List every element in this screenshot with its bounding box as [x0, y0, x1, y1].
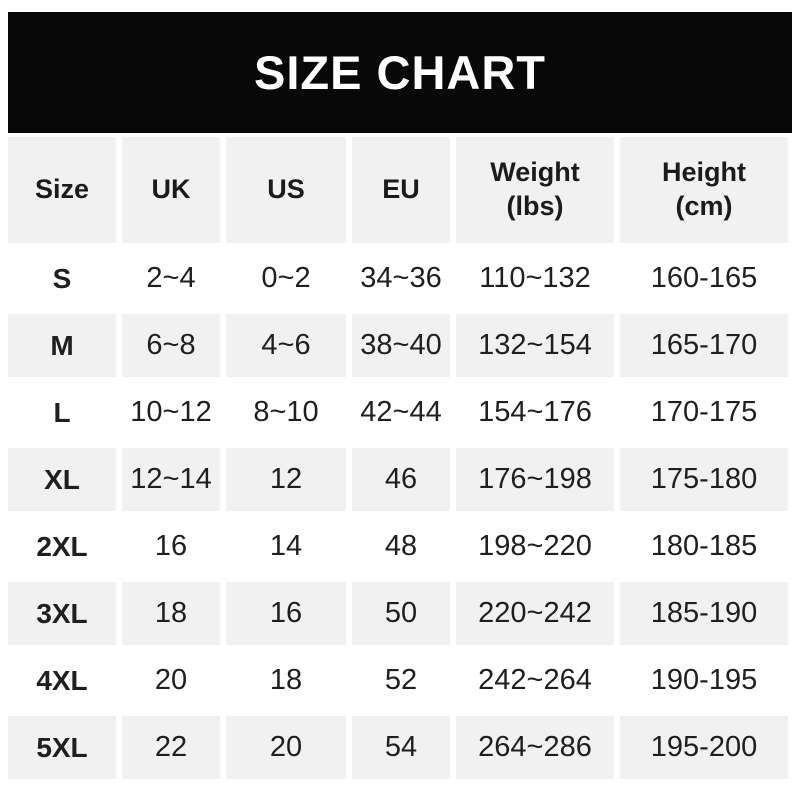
table-cell: 180-185: [620, 515, 788, 578]
table-cell: 42~44: [352, 381, 450, 444]
row-label: XL: [8, 448, 116, 511]
table-cell: 16: [122, 515, 220, 578]
row-label: 2XL: [8, 515, 116, 578]
table-cell: 46: [352, 448, 450, 511]
table-cell: 18: [226, 649, 346, 712]
table-cell: 34~36: [352, 247, 450, 310]
table-cell: 220~242: [456, 582, 614, 645]
table-cell: 190-195: [620, 649, 788, 712]
table-cell: 170-175: [620, 381, 788, 444]
table-cell: 18: [122, 582, 220, 645]
table-cell: 38~40: [352, 314, 450, 377]
table-cell: 52: [352, 649, 450, 712]
table-cell: 48: [352, 515, 450, 578]
table-cell: 165-170: [620, 314, 788, 377]
table-cell: 14: [226, 515, 346, 578]
banner: SIZE CHART: [8, 12, 792, 133]
table-cell: 198~220: [456, 515, 614, 578]
table-cell: 176~198: [456, 448, 614, 511]
table-cell: 110~132: [456, 247, 614, 310]
table-cell: 12: [226, 448, 346, 511]
table-cell: 10~12: [122, 381, 220, 444]
table-cell: 54: [352, 716, 450, 779]
table-cell: 242~264: [456, 649, 614, 712]
table-cell: 154~176: [456, 381, 614, 444]
table-cell: 195-200: [620, 716, 788, 779]
page-title: SIZE CHART: [254, 46, 546, 99]
table-cell: 264~286: [456, 716, 614, 779]
table-cell: 2~4: [122, 247, 220, 310]
row-label: 5XL: [8, 716, 116, 779]
table-cell: 185-190: [620, 582, 788, 645]
row-label: S: [8, 247, 116, 310]
table-cell: 175-180: [620, 448, 788, 511]
table-cell: 6~8: [122, 314, 220, 377]
table-cell: 0~2: [226, 247, 346, 310]
column-header-us: US: [226, 137, 346, 243]
table-cell: 20: [122, 649, 220, 712]
table-cell: 50: [352, 582, 450, 645]
table-cell: 8~10: [226, 381, 346, 444]
table-cell: 22: [122, 716, 220, 779]
row-label: M: [8, 314, 116, 377]
table-cell: 16: [226, 582, 346, 645]
table-cell: 160-165: [620, 247, 788, 310]
column-header-size: Size: [8, 137, 116, 243]
column-header-eu: EU: [352, 137, 450, 243]
size-table: Size UK US EU Weight (lbs) Height (cm) S…: [8, 137, 792, 779]
column-header-uk: UK: [122, 137, 220, 243]
row-label: 3XL: [8, 582, 116, 645]
table-cell: 4~6: [226, 314, 346, 377]
table-cell: 132~154: [456, 314, 614, 377]
table-cell: 12~14: [122, 448, 220, 511]
column-header-height: Height (cm): [620, 137, 788, 243]
row-label: 4XL: [8, 649, 116, 712]
row-label: L: [8, 381, 116, 444]
table-cell: 20: [226, 716, 346, 779]
column-header-weight: Weight (lbs): [456, 137, 614, 243]
